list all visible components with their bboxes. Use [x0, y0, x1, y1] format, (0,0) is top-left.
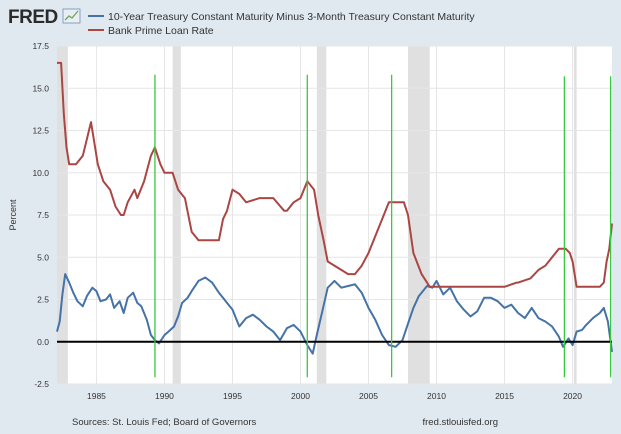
x-axis-ticks: 1985 1990 1995 2000 2005 2010 2015 2020 [87, 391, 582, 401]
annotation-lines [154, 74, 612, 378]
y-tick-label: -2.5 [34, 379, 49, 389]
legend: 10-Year Treasury Constant Maturity Minus… [88, 11, 475, 37]
x-tick-label: 2020 [563, 391, 582, 401]
y-tick-label: 15.0 [32, 83, 49, 93]
fred-logo-text: FRED [8, 7, 58, 28]
x-tick-label: 2010 [427, 391, 446, 401]
y-axis-ticks: -2.5 0.0 2.5 5.0 7.5 10.0 12.5 15.0 17.5 [32, 41, 49, 389]
y-tick-label: 17.5 [32, 41, 49, 51]
x-tick-label: 1990 [155, 391, 174, 401]
legend-label-spread: 10-Year Treasury Constant Maturity Minus… [108, 11, 475, 23]
fred-chart-icon [62, 8, 81, 24]
footer-sources: Sources: St. Louis Fed; Board of Governo… [72, 417, 257, 428]
y-tick-label: 7.5 [37, 210, 49, 220]
x-tick-label: 2005 [359, 391, 378, 401]
x-tick-label: 2000 [291, 391, 310, 401]
series-line-spread [56, 273, 613, 355]
series-lines [56, 61, 613, 355]
y-tick-label: 12.5 [32, 126, 49, 136]
y-axis-label: Percent [8, 199, 18, 231]
series-line-prime [57, 61, 613, 288]
x-tick-label: 2015 [495, 391, 514, 401]
y-tick-label: 2.5 [37, 295, 49, 305]
y-tick-label: 5.0 [37, 252, 49, 262]
legend-label-prime: Bank Prime Loan Rate [108, 25, 214, 37]
y-tick-label: 0.0 [37, 337, 49, 347]
footer-url[interactable]: fred.stlouisfed.org [422, 417, 498, 428]
x-tick-label: 1995 [223, 391, 242, 401]
y-tick-label: 10.0 [32, 168, 49, 178]
x-tick-label: 1985 [87, 391, 106, 401]
